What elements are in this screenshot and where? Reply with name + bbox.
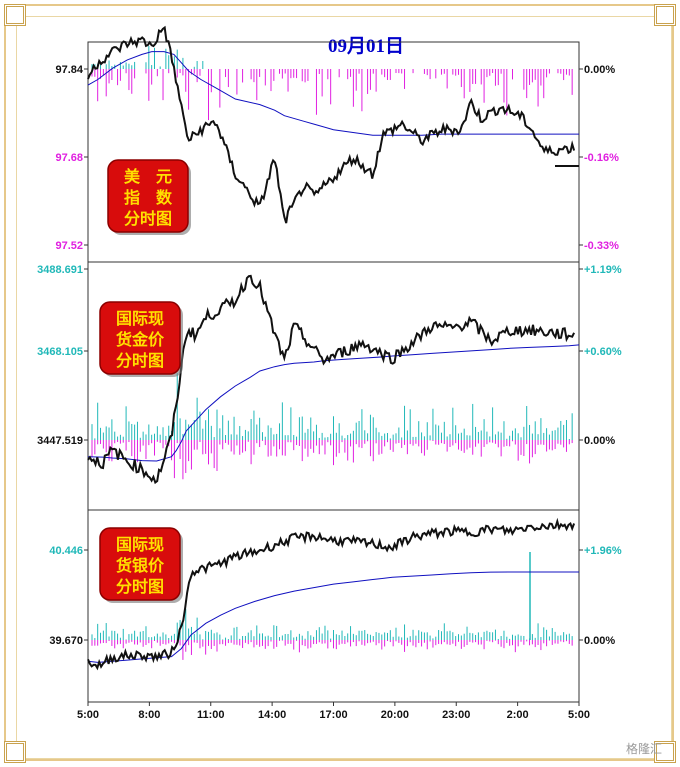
badge-text: 货银价 [116,556,165,575]
y-tick-label-right: +1.19% [584,264,622,276]
watermark-text: 格隆汇 [625,742,662,756]
badge-text: 分时图 [124,209,172,228]
chart-frame [4,4,674,761]
y-tick-label-left: 3488.691 [37,264,83,276]
x-tick-label: 23:00 [442,709,470,721]
y-tick-label-right: 0.00% [584,64,615,76]
y-tick-label-left: 40.446 [49,545,83,557]
badge-text: 货金价 [116,330,165,349]
y-tick-label-left: 39.670 [49,635,83,647]
y-tick-label-right: 0.00% [584,435,615,447]
x-tick-label: 5:00 [77,709,99,721]
frame-corner-ornament [4,4,26,26]
y-tick-label-right: -0.16% [584,152,619,164]
badge-text: 国际现 [116,535,164,554]
y-tick-label-right: -0.33% [584,240,619,252]
chart-title: 09月01日 [328,36,404,57]
y-tick-label-right: 0.00% [584,635,615,647]
badge-box [99,527,181,601]
y-tick-label-left: 3447.519 [37,435,83,447]
price-line [87,274,575,485]
y-tick-label-right: +0.60% [584,346,622,358]
badge-text: 美 元 [124,167,172,186]
frame-corner-ornament [4,741,26,763]
x-tick-label: 8:00 [138,709,160,721]
y-tick-label-left: 97.84 [55,64,83,76]
y-tick-label-left: 97.68 [55,152,83,164]
badge-text: 分时图 [116,577,164,596]
badge-box [107,159,189,233]
badge-box [99,301,181,375]
chart-frame-inner [16,16,672,759]
y-tick-label-left: 97.52 [55,240,83,252]
x-tick-label: 5:00 [568,709,590,721]
price-line [87,517,576,671]
price-line [87,25,576,224]
x-tick-label: 14:00 [258,709,286,721]
x-tick-label: 20:00 [381,709,409,721]
chart-grid [84,41,583,706]
average-line [87,51,579,136]
x-tick-label: 11:00 [197,709,225,721]
x-tick-label: 17:00 [319,709,347,721]
badge-text: 分时图 [116,351,164,370]
y-tick-label-right: +1.96% [584,545,622,557]
chart-marks [87,25,580,671]
frame-corner-ornament [654,741,676,763]
frame-corner-ornament [654,4,676,26]
chart-labels: 97.84 97.68 97.52 0.00% -0.16% -0.33% 3488.691… [37,64,622,721]
badge-text: 国际现 [116,309,164,328]
x-tick-label: 2:00 [507,709,529,721]
y-tick-label-left: 3468.105 [37,346,83,358]
badge-text: 指 数 [124,188,173,207]
average-line [87,344,580,462]
